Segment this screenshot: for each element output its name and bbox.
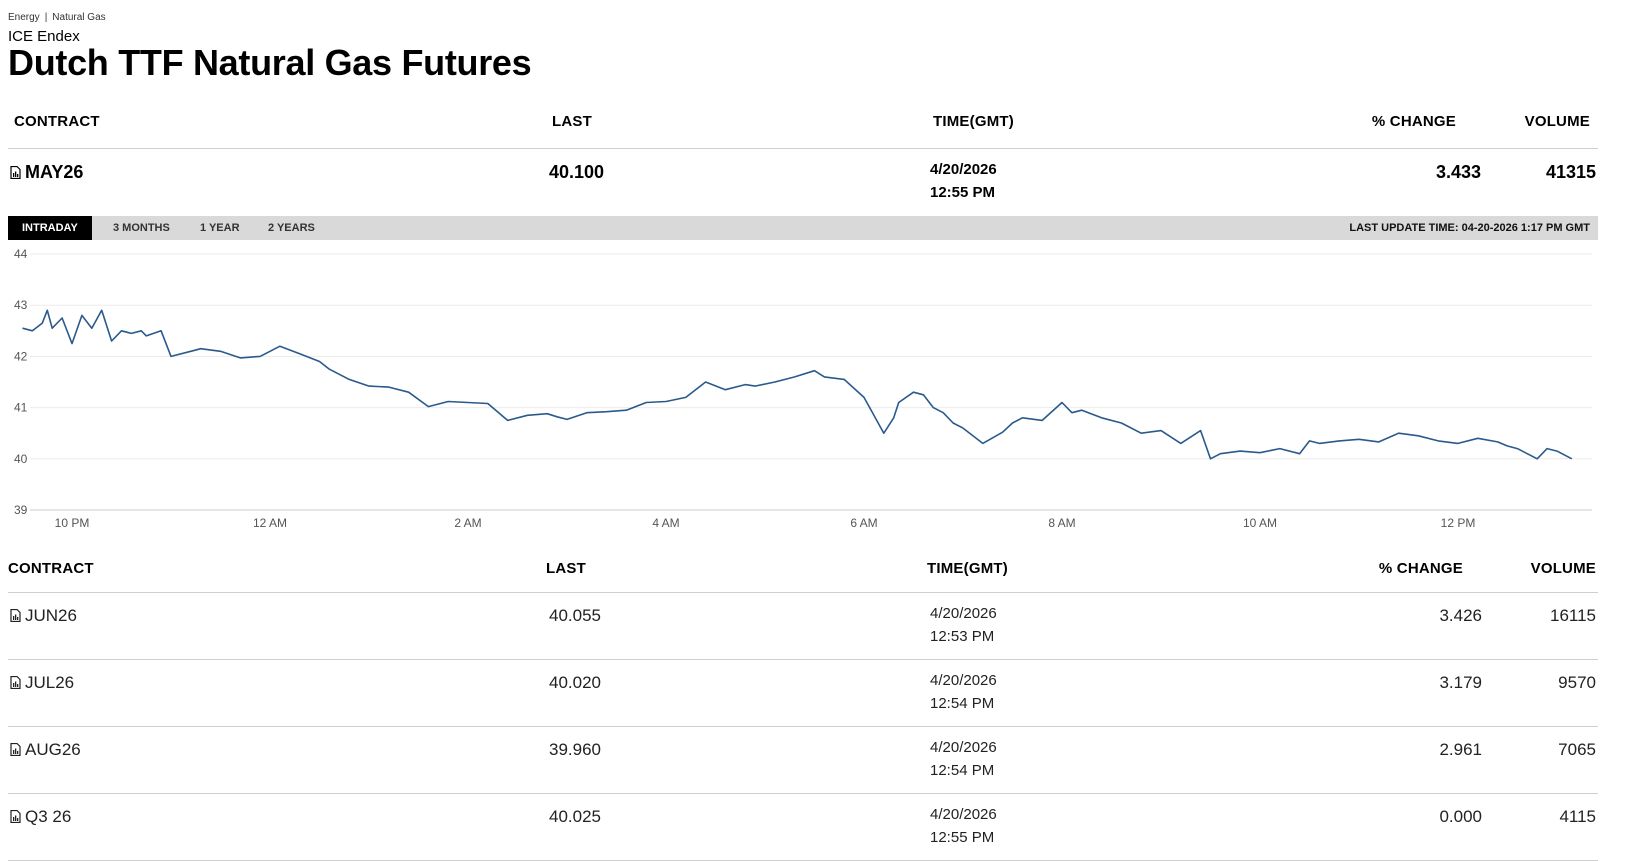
front-contract[interactable]: MAY26 (10, 162, 83, 183)
chart-doc-icon (10, 743, 21, 756)
intraday-chart: 44 43 42 41 40 39 10 PM 12 AM 2 AM 4 AM 6 AM 8 AM 10… (14, 247, 1592, 530)
x-tick-label: 10 PM (55, 516, 90, 530)
contract-datetime: 4/20/2026 12:53 PM (930, 602, 997, 648)
contract-change: 3.426 (1439, 606, 1482, 625)
front-volume: 41315 (1545, 162, 1596, 182)
contract-volume: 7065 (1558, 740, 1596, 759)
contract-link[interactable]: JUL26 (10, 673, 74, 693)
x-tick-label: 12 AM (253, 516, 287, 530)
contract-date: 4/20/2026 (930, 672, 997, 689)
col-time: TIME(GMT) (933, 113, 1014, 130)
contract-link[interactable]: Q3 26 (10, 807, 71, 827)
contract-name: JUN26 (25, 606, 77, 625)
col-volume-2: VOLUME (1530, 560, 1596, 577)
contract-change: 0.000 (1439, 807, 1482, 826)
contract-last: 40.020 (549, 673, 601, 692)
contract-last: 40.025 (549, 807, 601, 826)
front-last: 40.100 (549, 162, 605, 182)
contract-date: 4/20/2026 (930, 605, 997, 622)
divider (8, 592, 1598, 593)
contract-time: 12:54 PM (930, 762, 995, 779)
contract-volume: 9570 (1558, 673, 1596, 692)
tab-intraday[interactable]: INTRADAY (8, 216, 92, 240)
y-tick-label: 41 (14, 401, 28, 415)
front-contract-name: MAY26 (25, 162, 84, 182)
col-contract-2: CONTRACT (8, 560, 94, 577)
y-tick-label: 39 (14, 503, 28, 517)
front-date: 4/20/2026 (930, 161, 997, 178)
breadcrumb: Energy | Natural Gas (8, 12, 106, 23)
contract-name: AUG26 (25, 740, 81, 759)
contract-name: Q3 26 (25, 807, 72, 826)
row-divider (8, 793, 1598, 794)
contract-last: 40.055 (549, 606, 601, 625)
col-contract: CONTRACT (14, 113, 100, 130)
divider (8, 148, 1598, 149)
contract-datetime: 4/20/2026 12:55 PM (930, 803, 997, 849)
front-datetime: 4/20/2026 12:55 PM (930, 158, 997, 204)
col-volume: VOLUME (1524, 113, 1590, 130)
row-divider (8, 659, 1598, 660)
x-tick-label: 8 AM (1048, 516, 1075, 530)
col-change: % CHANGE (1371, 113, 1456, 130)
breadcrumb-separator: | (44, 12, 48, 23)
x-tick-label: 10 AM (1243, 516, 1277, 530)
tab-2-years[interactable]: 2 YEARS (268, 222, 315, 234)
x-tick-label: 2 AM (454, 516, 481, 530)
contract-datetime: 4/20/2026 12:54 PM (930, 736, 997, 782)
contract-link[interactable]: JUN26 (10, 606, 77, 626)
x-tick-label: 12 PM (1441, 516, 1476, 530)
contract-change: 3.179 (1439, 673, 1482, 692)
page-title: Dutch TTF Natural Gas Futures (8, 42, 532, 83)
y-tick-label: 40 (14, 452, 28, 466)
chart-doc-icon (10, 676, 21, 689)
contract-date: 4/20/2026 (930, 739, 997, 756)
chart-doc-icon (10, 609, 21, 622)
contract-time: 12:55 PM (930, 829, 995, 846)
breadcrumb-natural-gas[interactable]: Natural Gas (52, 12, 106, 23)
col-time-2: TIME(GMT) (927, 560, 1008, 577)
contract-time: 12:53 PM (930, 628, 995, 645)
col-last-2: LAST (546, 560, 586, 577)
x-tick-label: 4 AM (652, 516, 679, 530)
last-update-time: LAST UPDATE TIME: 04-20-2026 1:17 PM GMT (1349, 222, 1590, 234)
breadcrumb-energy[interactable]: Energy (8, 12, 40, 23)
col-last: LAST (552, 113, 592, 130)
tab-1-year[interactable]: 1 YEAR (200, 222, 240, 234)
contract-date: 4/20/2026 (930, 806, 997, 823)
front-time: 12:55 PM (930, 184, 996, 201)
col-change-2: % CHANGE (1378, 560, 1463, 577)
x-tick-label: 6 AM (850, 516, 877, 530)
contract-time: 12:54 PM (930, 695, 995, 712)
chart-doc-icon (10, 166, 21, 179)
contract-name: JUL26 (25, 673, 75, 692)
chart-tabbar: INTRADAY 3 MONTHS 1 YEAR 2 YEARS LAST UP… (8, 216, 1598, 240)
row-divider (8, 726, 1598, 727)
y-tick-label: 44 (14, 247, 28, 261)
contract-change: 2.961 (1439, 740, 1482, 759)
chart-doc-icon (10, 810, 21, 823)
exchange-name: ICE Endex (8, 28, 80, 45)
tab-3-months[interactable]: 3 MONTHS (113, 222, 170, 234)
price-line (22, 309, 1573, 460)
y-tick-label: 43 (14, 298, 28, 312)
contract-link[interactable]: AUG26 (10, 740, 81, 760)
contract-volume: 4115 (1559, 807, 1596, 826)
contract-volume: 16115 (1549, 606, 1596, 625)
y-tick-label: 42 (14, 349, 28, 363)
front-change: 3.433 (1435, 162, 1481, 182)
contract-datetime: 4/20/2026 12:54 PM (930, 669, 997, 715)
contract-last: 39.960 (549, 740, 601, 759)
